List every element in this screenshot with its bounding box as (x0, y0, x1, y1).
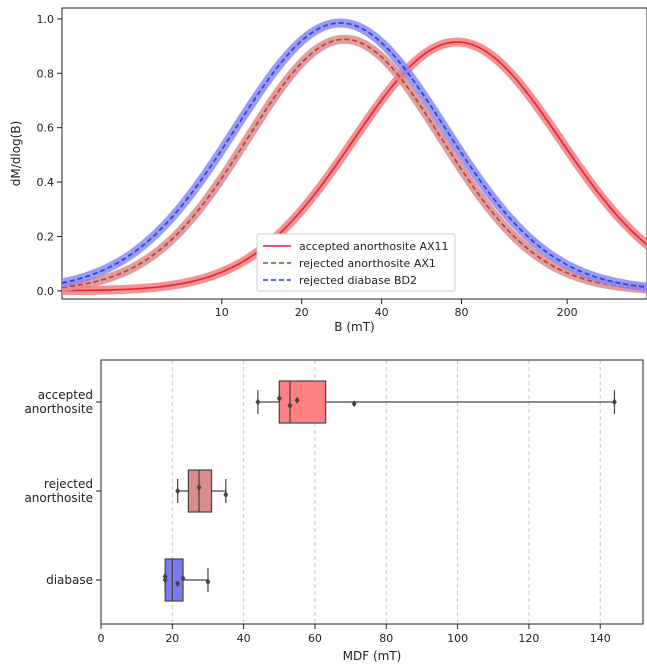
series-line-rejected-anorthosite-ax1 (62, 38, 647, 290)
x-tick-label: 20 (165, 632, 179, 645)
legend-entry: rejected diabase BD2 (299, 274, 417, 287)
data-point (351, 400, 357, 408)
y-tick-label: 0.4 (37, 176, 55, 189)
series-line-rejected-diabase-bd2 (62, 22, 647, 288)
x-tick-label: 40 (237, 632, 251, 645)
y-category-label-line: diabase (46, 573, 93, 587)
plot-frame (61, 7, 647, 300)
x-tick-label: 20 (295, 306, 309, 319)
data-point (175, 487, 181, 495)
x-tick-label: 10 (215, 306, 229, 319)
data-point (223, 491, 229, 499)
x-tick-label: 140 (590, 632, 611, 645)
data-point (255, 398, 261, 406)
y-category-label-line: anorthosite (24, 491, 93, 505)
y-tick-label: 1.0 (37, 13, 55, 26)
x-tick-label: 80 (454, 306, 468, 319)
legend-entry: accepted anorthosite AX11 (299, 240, 449, 253)
x-tick-label: 200 (557, 306, 578, 319)
data-point (196, 483, 202, 491)
box-accepted-anorthosite (255, 380, 617, 424)
y-category-label-line: anorthosite (24, 402, 93, 416)
plot-frame (100, 359, 644, 625)
y-category-label-line: accepted (38, 388, 93, 402)
x-tick-label: 100 (447, 632, 468, 645)
y-tick-label: 0.0 (37, 285, 55, 298)
top-chart-hysteresis-derivative: 10 20 40 80 200 0.0 0.2 0.4 0.6 0.8 1.0 B (mT) dM/dl… (9, 7, 647, 334)
data-point (612, 398, 617, 406)
y-category-label-line: rejected (44, 477, 93, 491)
y-tick-label: 0.2 (37, 230, 55, 243)
legend-box (256, 233, 456, 292)
x-tick-label: 40 (375, 306, 389, 319)
legend-entry: rejected anorthosite AX1 (299, 257, 436, 270)
y-category-label: rejected anorthosite (24, 477, 93, 505)
y-tick-label: 0.8 (37, 67, 55, 80)
data-point (287, 402, 293, 410)
legend: accepted anorthosite AX11 rejected anorth… (256, 233, 456, 292)
x-tick-label: 60 (308, 632, 322, 645)
data-point (276, 394, 282, 402)
y-axis-label: dM/dlog(B) (9, 121, 23, 187)
box-iqr (278, 380, 327, 424)
data-point (205, 578, 211, 586)
y-category-label: diabase (46, 573, 93, 587)
box-diabase (162, 558, 211, 602)
data-point (162, 576, 168, 584)
data-point (175, 580, 181, 588)
box-iqr (187, 469, 213, 513)
data-point (180, 574, 186, 582)
x-tick-label: 0 (98, 632, 105, 645)
y-category-label: accepted anorthosite (24, 388, 93, 416)
x-tick-label: 120 (518, 632, 539, 645)
data-point (294, 396, 300, 404)
x-axis-label: MDF (mT) (343, 649, 402, 663)
box-iqr (164, 558, 184, 602)
x-axis-label: B (mT) (334, 320, 374, 334)
series-line-accepted-anorthosite-ax11 (62, 41, 647, 292)
box-rejected-anorthosite (175, 469, 229, 513)
plot-area (62, 18, 647, 296)
x-tick-label: 80 (379, 632, 393, 645)
y-tick-label: 0.6 (37, 122, 55, 135)
data-point (162, 572, 168, 580)
